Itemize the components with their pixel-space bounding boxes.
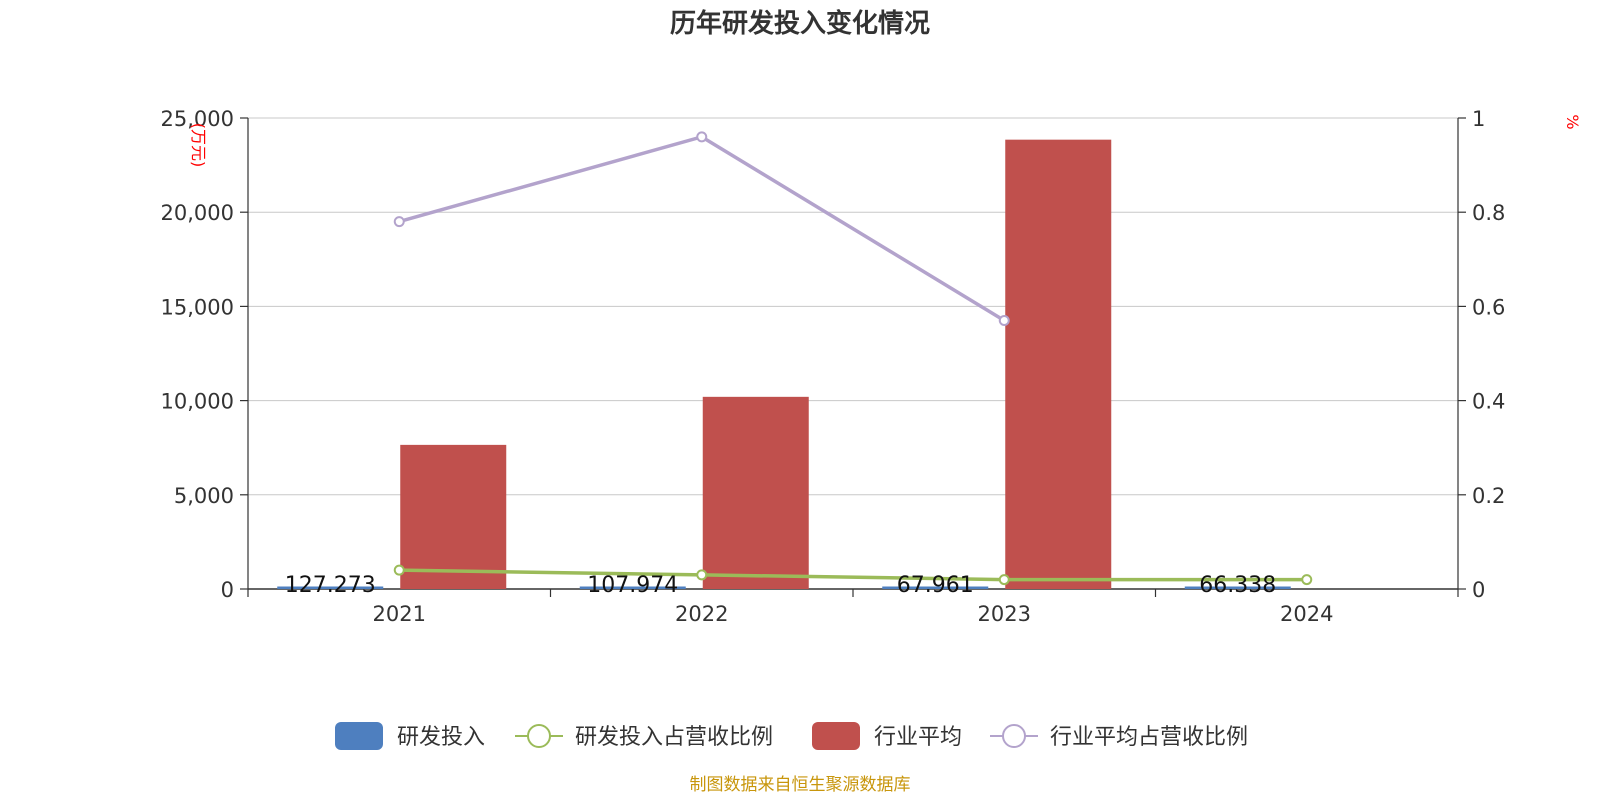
bar-value-label: 66.338 <box>1199 573 1276 598</box>
series-point <box>1301 574 1313 586</box>
x-tick-label: 2022 <box>675 602 728 626</box>
legend-swatch-marker <box>1002 724 1026 748</box>
axes: 0 5,000 10,000 15,000 20,000 25,000(万元) 0 0.2 0.… <box>161 107 1582 626</box>
legend-label: 研发投入占营收比例 <box>575 725 773 750</box>
y-right-tick-label: 0 <box>1472 578 1485 602</box>
bar-rd-investment <box>277 586 384 589</box>
legend: 研发投入 研发投入占营收比例 行业平均 行业平均占营收比例 <box>335 722 1248 750</box>
bar-value-label: 127.273 <box>285 573 376 598</box>
bar-industry-average <box>400 444 507 589</box>
y-left-tick-label: 20,000 <box>161 201 234 225</box>
bar-rd-investment <box>882 586 989 589</box>
lines <box>393 131 1313 586</box>
legend-swatch-marker <box>527 724 551 748</box>
x-tick-label: 2024 <box>1280 602 1333 626</box>
series-point <box>998 574 1010 586</box>
y-right-tick-label: 0.4 <box>1472 390 1505 414</box>
x-tick-label: 2021 <box>373 602 426 626</box>
series-point <box>393 216 405 228</box>
bar-rd-investment <box>579 586 686 589</box>
series-point <box>998 315 1010 327</box>
y-left-tick-label: 0 <box>221 578 234 602</box>
bar-value-label: 107.974 <box>587 573 678 598</box>
y-left-axis-name: (万元) <box>189 123 208 168</box>
series-point <box>696 569 708 581</box>
y-left-tick-label: 5,000 <box>174 484 234 508</box>
x-tick-label: 2023 <box>978 602 1031 626</box>
source-note: 制图数据来自恒生聚源数据库 <box>690 775 911 795</box>
legend-label: 研发投入 <box>397 725 485 750</box>
y-right-tick-label: 0.6 <box>1472 295 1505 319</box>
legend-swatch-bar <box>335 722 383 750</box>
bar-industry-average <box>1005 139 1112 589</box>
chart-title: 历年研发投入变化情况 <box>670 8 930 39</box>
y-right-tick-label: 1 <box>1472 107 1485 131</box>
grid-lines <box>248 117 1458 496</box>
bar-industry-average <box>702 396 809 589</box>
data-labels: 127.273 107.974 67.961 66.338 <box>285 573 1276 598</box>
legend-swatch-bar <box>812 722 860 750</box>
y-right-axis-name: % <box>1563 114 1582 129</box>
bar-rd-investment <box>1184 586 1291 589</box>
legend-label: 行业平均占营收比例 <box>1050 725 1248 750</box>
series-line <box>399 568 1307 582</box>
series-point <box>393 564 405 576</box>
legend-label: 行业平均 <box>874 725 962 750</box>
bars <box>277 139 1291 589</box>
y-left-tick-label: 25,000 <box>161 107 234 131</box>
bar-value-label: 67.961 <box>897 573 974 598</box>
y-left-tick-label: 10,000 <box>161 390 234 414</box>
series-point <box>696 131 708 143</box>
y-right-tick-label: 0.8 <box>1472 201 1505 225</box>
series-line <box>398 134 1006 323</box>
y-right-tick-label: 0.2 <box>1472 484 1505 508</box>
y-left-tick-label: 15,000 <box>161 295 234 319</box>
